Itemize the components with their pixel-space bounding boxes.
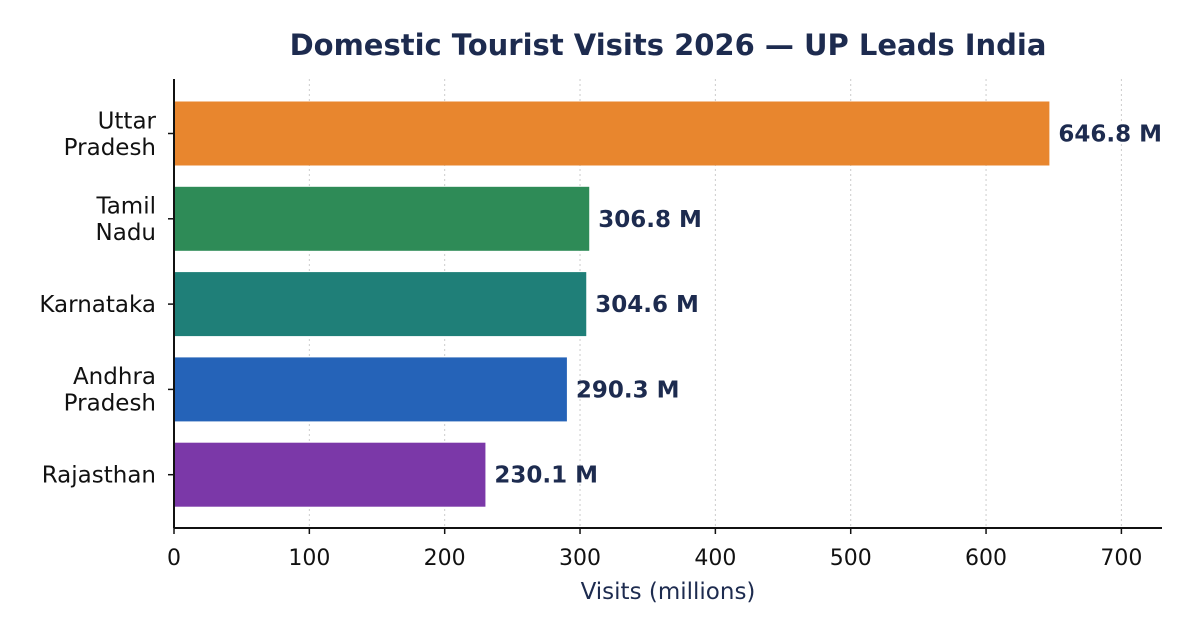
x-tick-label: 0 (167, 546, 181, 571)
x-tick-label: 200 (424, 546, 466, 571)
category-label: Uttar (98, 108, 157, 134)
bars (174, 101, 1050, 507)
bar (174, 186, 590, 251)
x-tick-label: 500 (830, 546, 872, 571)
x-tick-label: 700 (1100, 546, 1142, 571)
x-tick-label: 300 (559, 546, 601, 571)
bar-value-label: 230.1 M (494, 463, 598, 489)
bar-value-label: 646.8 M (1058, 122, 1162, 148)
bar (174, 101, 1050, 166)
bar-value-label: 304.6 M (595, 292, 699, 318)
category-label: Tamil (95, 194, 156, 220)
category-label: Andhra (73, 364, 156, 390)
axes (168, 79, 1162, 534)
bar (174, 357, 567, 422)
x-axis-label: Visits (millions) (581, 579, 756, 605)
bar (174, 272, 587, 337)
chart-title: Domestic Tourist Visits 2026 — UP Leads … (290, 28, 1047, 62)
bar-value-label: 306.8 M (598, 207, 702, 233)
x-tick-label: 100 (288, 546, 330, 571)
x-tick-label: 600 (965, 546, 1007, 571)
category-label: Pradesh (64, 135, 156, 161)
bar (174, 442, 486, 507)
category-label: Nadu (96, 220, 156, 246)
x-tick-label: 400 (694, 546, 736, 571)
category-label: Karnataka (39, 292, 156, 318)
category-label: Rajasthan (42, 463, 156, 489)
bar-value-label: 290.3 M (576, 377, 680, 403)
category-label: Pradesh (64, 391, 156, 417)
